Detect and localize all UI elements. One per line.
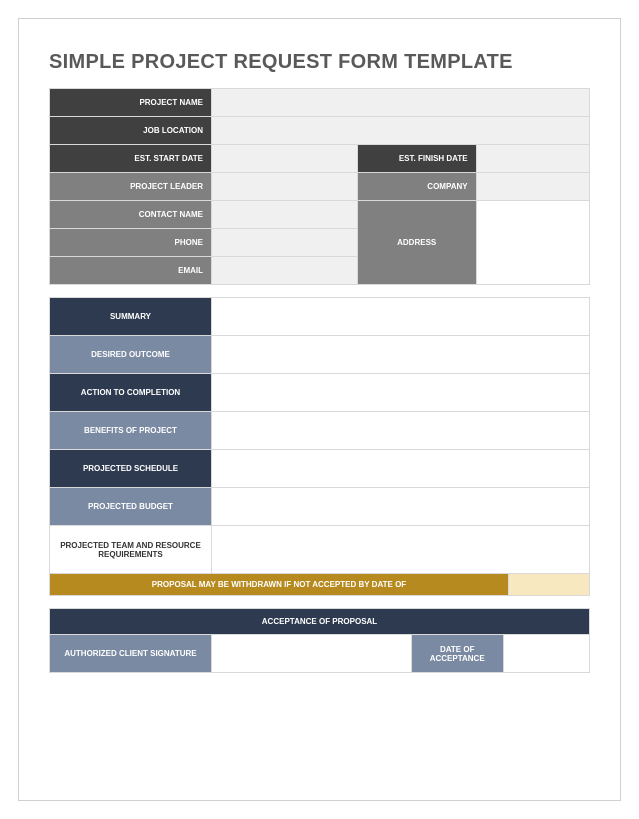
address-label: ADDRESS [357, 201, 476, 285]
est-finish-label: EST. FINISH DATE [357, 145, 476, 173]
est-finish-value[interactable] [476, 145, 589, 173]
company-value[interactable] [476, 173, 589, 201]
action-label: ACTION TO COMPLETION [50, 374, 212, 412]
summary-value[interactable] [212, 298, 590, 336]
page-title: SIMPLE PROJECT REQUEST FORM TEMPLATE [49, 51, 590, 74]
job-location-label: JOB LOCATION [50, 117, 212, 145]
team-label: PROJECTED TEAM AND RESOURCE REQUIREMENTS [50, 526, 212, 574]
phone-value[interactable] [212, 229, 358, 257]
form-page: SIMPLE PROJECT REQUEST FORM TEMPLATE PRO… [18, 18, 621, 801]
action-value[interactable] [212, 374, 590, 412]
proposal-note-label: PROPOSAL MAY BE WITHDRAWN IF NOT ACCEPTE… [50, 574, 509, 596]
contact-name-label: CONTACT NAME [50, 201, 212, 229]
contact-name-value[interactable] [212, 201, 358, 229]
company-label: COMPANY [357, 173, 476, 201]
acceptance-table: ACCEPTANCE OF PROPOSAL AUTHORIZED CLIENT… [49, 608, 590, 673]
outcome-value[interactable] [212, 336, 590, 374]
phone-label: PHONE [50, 229, 212, 257]
acceptance-date-value[interactable] [503, 635, 589, 673]
address-value[interactable] [476, 201, 589, 285]
project-name-value[interactable] [212, 89, 590, 117]
email-value[interactable] [212, 257, 358, 285]
outcome-label: DESIRED OUTCOME [50, 336, 212, 374]
proposal-date-value[interactable] [509, 574, 590, 596]
project-leader-label: PROJECT LEADER [50, 173, 212, 201]
email-label: EMAIL [50, 257, 212, 285]
schedule-label: PROJECTED SCHEDULE [50, 450, 212, 488]
est-start-value[interactable] [212, 145, 358, 173]
benefits-value[interactable] [212, 412, 590, 450]
signature-label: AUTHORIZED CLIENT SIGNATURE [50, 635, 212, 673]
team-value[interactable] [212, 526, 590, 574]
schedule-value[interactable] [212, 450, 590, 488]
acceptance-header: ACCEPTANCE OF PROPOSAL [50, 609, 590, 635]
signature-value[interactable] [212, 635, 412, 673]
project-details-table: SUMMARY DESIRED OUTCOME ACTION TO COMPLE… [49, 297, 590, 596]
budget-value[interactable] [212, 488, 590, 526]
project-info-table: PROJECT NAME JOB LOCATION EST. START DAT… [49, 88, 590, 285]
benefits-label: BENEFITS OF PROJECT [50, 412, 212, 450]
summary-label: SUMMARY [50, 298, 212, 336]
budget-label: PROJECTED BUDGET [50, 488, 212, 526]
project-leader-value[interactable] [212, 173, 358, 201]
project-name-label: PROJECT NAME [50, 89, 212, 117]
job-location-value[interactable] [212, 117, 590, 145]
est-start-label: EST. START DATE [50, 145, 212, 173]
acceptance-date-label: DATE OF ACCEPTANCE [411, 635, 503, 673]
